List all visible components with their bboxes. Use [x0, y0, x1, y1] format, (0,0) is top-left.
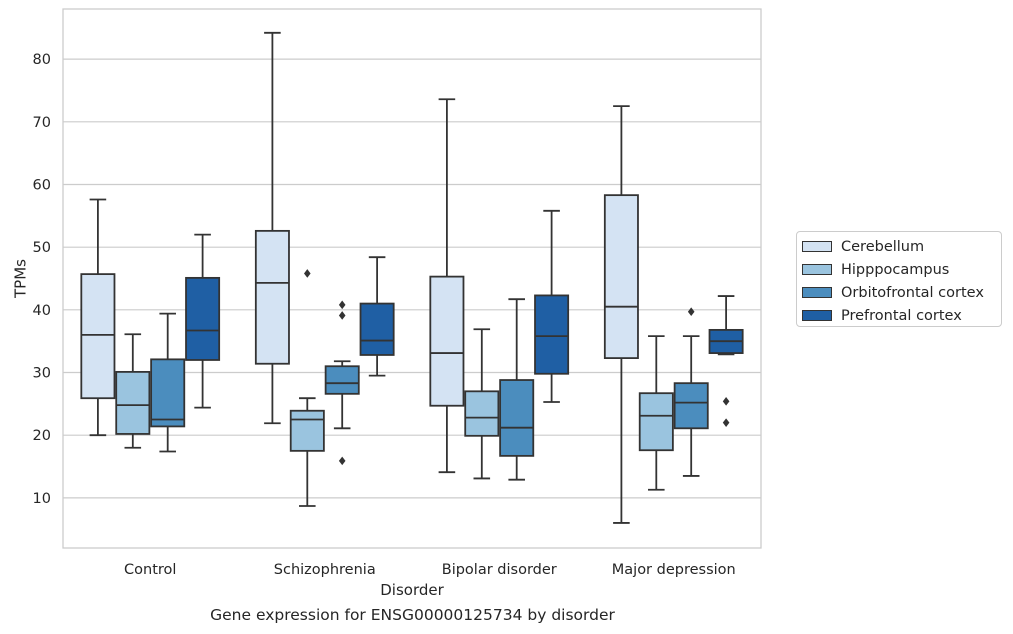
legend-swatch — [802, 310, 832, 321]
iqr-box — [80, 273, 116, 400]
legend-swatch — [802, 264, 832, 275]
x-tick-labels: Control Schizophrenia Bipolar disorder Majo… — [124, 562, 736, 578]
y-tick-label: 80 — [33, 52, 51, 68]
box-orbitofrontal-cortex — [150, 312, 186, 453]
box-cerebellum — [254, 31, 290, 425]
box-hipppocampus — [638, 335, 674, 491]
legend-label: Cerebellum — [841, 238, 925, 255]
box-cerebellum — [429, 98, 465, 474]
legend-label: Orbitofrontal cortex — [841, 284, 984, 301]
iqr-box — [115, 370, 151, 435]
x-tick-label: Major depression — [612, 562, 736, 578]
y-tick-label: 10 — [33, 491, 51, 507]
y-tick-label: 50 — [33, 240, 51, 256]
outlier-point — [338, 311, 346, 320]
x-tick-label: Schizophrenia — [274, 562, 376, 578]
outlier-point — [722, 397, 730, 406]
box-orbitofrontal-cortex — [673, 307, 709, 477]
box-hipppocampus — [464, 328, 500, 480]
y-tick-label: 70 — [33, 115, 51, 131]
legend-item: Cerebellum — [802, 235, 1001, 258]
legend-label: Prefrontal cortex — [841, 307, 962, 324]
iqr-box — [603, 194, 639, 359]
iqr-box — [324, 365, 360, 395]
box-orbitofrontal-cortex — [324, 300, 360, 466]
legend-label: Hipppocampus — [841, 261, 950, 278]
iqr-box — [150, 358, 186, 428]
outlier-point — [304, 269, 311, 278]
box-prefrontal-cortex — [185, 233, 221, 409]
x-axis-label: Disorder — [380, 581, 444, 599]
box-hipppocampus — [289, 269, 325, 507]
y-tick-label: 40 — [33, 303, 51, 319]
legend: Cerebellum Hipppocampus Orbitofrontal cort… — [796, 231, 1002, 327]
legend-swatch — [802, 287, 832, 298]
y-tick-label: 20 — [33, 428, 51, 444]
iqr-box — [534, 294, 570, 375]
box-hipppocampus — [115, 333, 151, 449]
outlier-point — [722, 418, 730, 427]
outlier-point — [338, 300, 346, 310]
y-tick-label: 30 — [33, 366, 51, 382]
legend-swatch — [802, 241, 832, 252]
box-orbitofrontal-cortex — [499, 298, 535, 481]
box-series — [80, 31, 744, 524]
iqr-box — [185, 276, 221, 361]
box-cerebellum — [603, 105, 639, 524]
iqr-box — [254, 229, 290, 365]
y-tick-label: 60 — [33, 177, 51, 193]
iqr-box — [429, 275, 465, 407]
iqr-box — [638, 392, 674, 452]
iqr-box — [289, 409, 325, 452]
iqr-box — [673, 382, 709, 430]
x-tick-label: Control — [124, 562, 176, 578]
outlier-point — [687, 307, 695, 317]
box-prefrontal-cortex — [359, 256, 395, 377]
iqr-box — [359, 302, 395, 356]
figure-caption: Gene expression for ENSG00000125734 by d… — [210, 606, 615, 624]
legend-item: Orbitofrontal cortex — [802, 281, 1001, 304]
y-axis-label: TPMs — [11, 259, 29, 299]
plot-area-frame — [62, 8, 762, 549]
iqr-box — [464, 390, 500, 437]
box-prefrontal-cortex — [708, 295, 744, 427]
y-tick-labels: 10 20 30 40 50 60 70 80 — [33, 52, 51, 507]
box-prefrontal-cortex — [534, 209, 570, 403]
x-tick-label: Bipolar disorder — [442, 562, 557, 578]
legend-item: Hipppocampus — [802, 258, 1001, 281]
iqr-box — [499, 379, 535, 457]
legend-item: Prefrontal cortex — [802, 304, 1001, 327]
box-cerebellum — [80, 198, 116, 437]
outlier-point — [338, 456, 346, 466]
